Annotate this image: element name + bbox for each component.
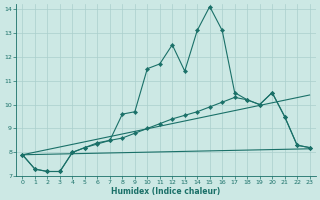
X-axis label: Humidex (Indice chaleur): Humidex (Indice chaleur) xyxy=(111,187,221,196)
